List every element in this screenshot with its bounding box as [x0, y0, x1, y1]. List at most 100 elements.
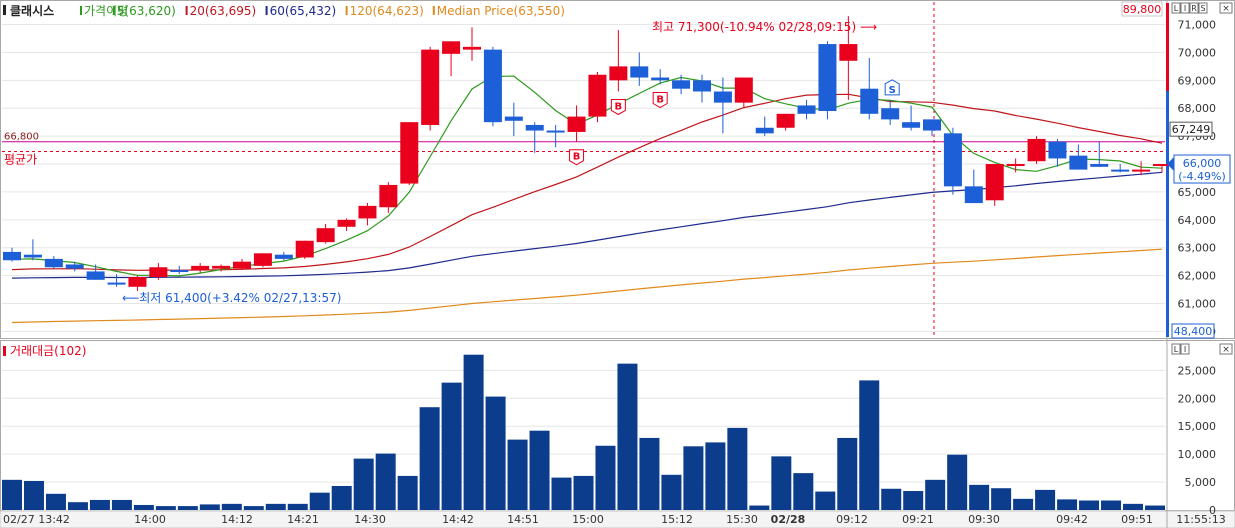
volume-bar[interactable]: [265, 503, 286, 510]
candle-body[interactable]: [713, 91, 732, 103]
candle-body[interactable]: [839, 44, 858, 61]
candle-body[interactable]: [1069, 155, 1088, 170]
candle-body[interactable]: [609, 66, 628, 81]
volume-bar[interactable]: [67, 502, 88, 510]
legend-item[interactable]: 20(63,695): [190, 4, 257, 18]
volume-bar[interactable]: [397, 475, 418, 510]
volume-bar[interactable]: [837, 437, 858, 510]
volume-bar[interactable]: [749, 505, 770, 510]
volume-bar[interactable]: [903, 491, 924, 510]
candle-body[interactable]: [65, 264, 84, 269]
chart-control-button[interactable]: [1180, 2, 1190, 14]
candle-body[interactable]: [504, 116, 523, 121]
legend-item[interactable]: 5(63,620): [117, 4, 176, 18]
candle-body[interactable]: [233, 261, 251, 269]
volume-bar[interactable]: [441, 382, 462, 510]
volume-bar[interactable]: [573, 475, 594, 510]
candle-body[interactable]: [1090, 164, 1109, 167]
volume-bar[interactable]: [1101, 500, 1122, 510]
volume-control-button[interactable]: [1180, 343, 1190, 355]
candle-body[interactable]: [128, 277, 147, 287]
legend-item[interactable]: Median Price(63,550): [437, 4, 565, 18]
volume-bar[interactable]: [133, 504, 154, 510]
candle-body[interactable]: [358, 205, 377, 219]
candle-body[interactable]: [421, 49, 440, 125]
candle-body[interactable]: [483, 49, 502, 123]
volume-bar[interactable]: [639, 437, 660, 510]
volume-bar[interactable]: [859, 380, 880, 510]
candle-body[interactable]: [1006, 164, 1025, 167]
candle-body[interactable]: [44, 258, 63, 268]
volume-bar[interactable]: [705, 442, 726, 510]
candle-body[interactable]: [881, 108, 900, 120]
volume-bar[interactable]: [771, 456, 792, 510]
candle-body[interactable]: [337, 219, 356, 227]
candle-body[interactable]: [525, 124, 544, 131]
candle-body[interactable]: [943, 133, 962, 187]
candle-body[interactable]: [442, 41, 461, 54]
volume-bar[interactable]: [595, 445, 616, 510]
candle-body[interactable]: [400, 122, 419, 184]
candle-body[interactable]: [755, 127, 774, 134]
volume-close-button[interactable]: [1219, 343, 1233, 355]
volume-bar[interactable]: [111, 499, 132, 510]
close-panel-button[interactable]: [1219, 2, 1233, 14]
candle-body[interactable]: [86, 271, 105, 280]
volume-bar[interactable]: [177, 506, 198, 510]
volume-bar[interactable]: [617, 363, 638, 510]
candle-body[interactable]: [630, 66, 649, 78]
candle-body[interactable]: [463, 46, 481, 50]
chart-control-button[interactable]: [1189, 2, 1199, 14]
candle-body[interactable]: [1111, 169, 1130, 172]
volume-bar[interactable]: [1145, 505, 1165, 510]
chart-control-button[interactable]: [1171, 2, 1181, 14]
candle-body[interactable]: [734, 77, 753, 103]
volume-bar[interactable]: [243, 506, 264, 510]
volume-bar[interactable]: [507, 439, 528, 510]
volume-bar[interactable]: [485, 396, 506, 510]
volume-bar[interactable]: [529, 430, 550, 510]
candle-body[interactable]: [3, 251, 21, 261]
candle-body[interactable]: [672, 80, 691, 89]
volume-bar[interactable]: [991, 488, 1012, 510]
legend-item[interactable]: 60(65,432): [270, 4, 337, 18]
candle-body[interactable]: [316, 228, 335, 243]
candle-body[interactable]: [1132, 169, 1151, 172]
volume-bar[interactable]: [947, 454, 968, 510]
volume-bar[interactable]: [23, 480, 44, 510]
candle-body[interactable]: [985, 164, 1004, 201]
volume-bar[interactable]: [199, 504, 220, 510]
volume-bar[interactable]: [1035, 489, 1056, 510]
volume-bar[interactable]: [419, 407, 440, 510]
candle-body[interactable]: [1048, 141, 1067, 159]
candle-body[interactable]: [693, 80, 711, 92]
candle-body[interactable]: [379, 184, 398, 208]
volume-bar[interactable]: [1123, 503, 1144, 510]
candle-body[interactable]: [149, 267, 168, 278]
volume-bar[interactable]: [287, 503, 308, 510]
candle-body[interactable]: [253, 253, 272, 266]
volume-bar[interactable]: [683, 446, 704, 510]
candle-body[interactable]: [860, 88, 879, 114]
candle-body[interactable]: [567, 116, 586, 132]
volume-bar[interactable]: [925, 479, 946, 510]
candle-body[interactable]: [546, 130, 565, 133]
candle-body[interactable]: [170, 270, 189, 273]
candle-body[interactable]: [212, 265, 231, 269]
volume-control-button[interactable]: [1171, 343, 1181, 355]
volume-bar[interactable]: [2, 479, 22, 510]
candle-body[interactable]: [923, 119, 941, 131]
candle-body[interactable]: [588, 74, 607, 117]
volume-bar[interactable]: [551, 477, 572, 510]
volume-bar[interactable]: [463, 354, 484, 510]
volume-bar[interactable]: [969, 484, 990, 510]
candle-body[interactable]: [797, 105, 816, 114]
candle-body[interactable]: [651, 77, 670, 81]
candle-body[interactable]: [107, 282, 126, 285]
chart-control-button[interactable]: [1198, 2, 1208, 14]
volume-bar[interactable]: [1079, 500, 1100, 510]
volume-bar[interactable]: [221, 503, 242, 510]
candle-body[interactable]: [776, 113, 795, 128]
volume-bar[interactable]: [727, 427, 748, 510]
volume-bar[interactable]: [661, 474, 682, 510]
